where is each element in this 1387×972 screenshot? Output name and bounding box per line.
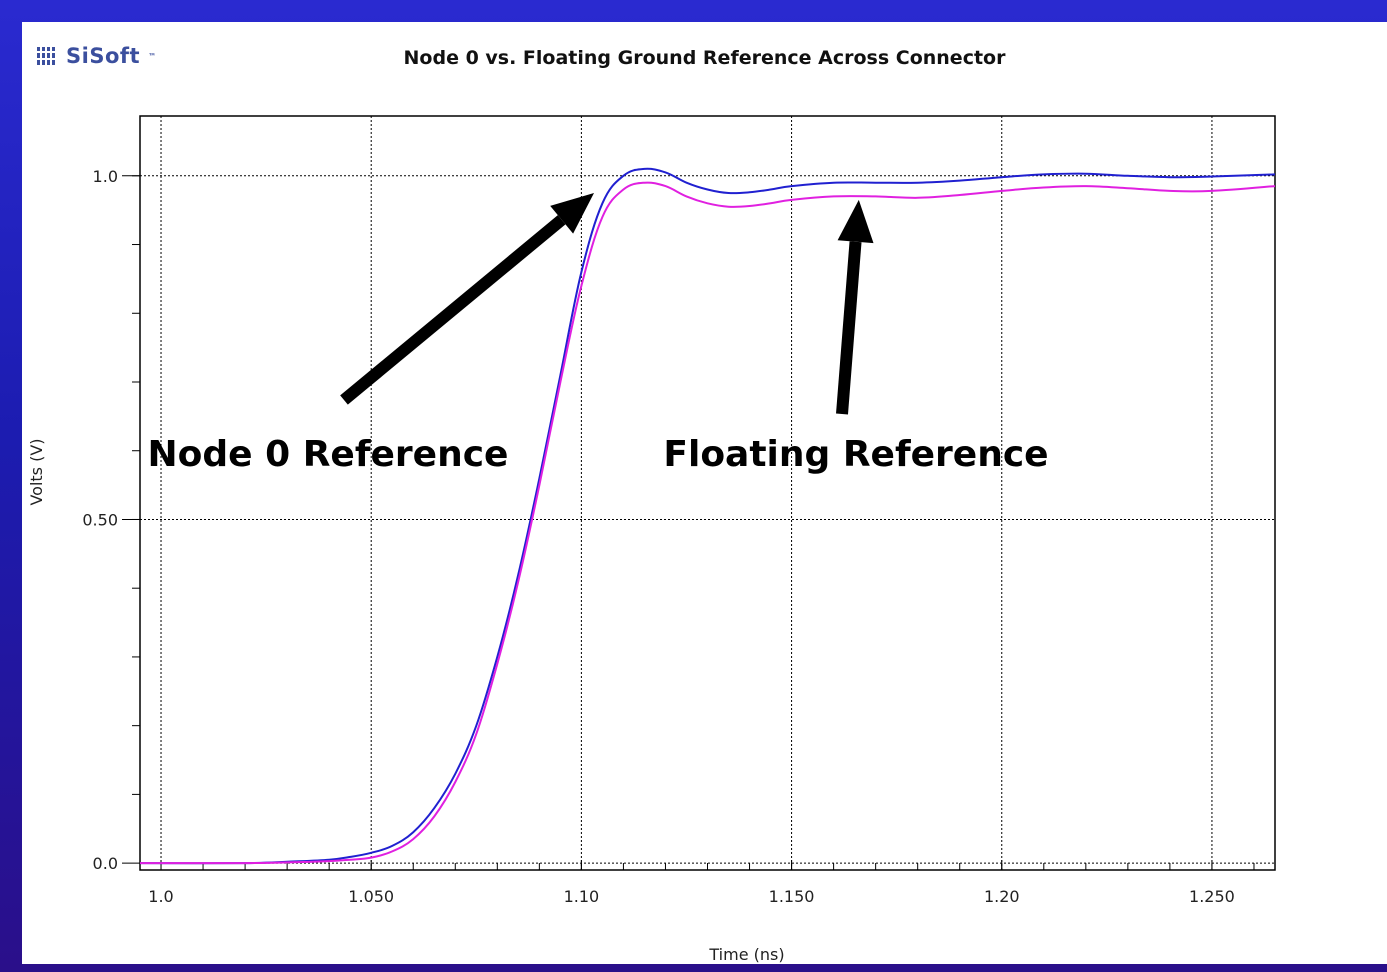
annotation-layer: Node 0 Reference Floating Reference bbox=[148, 193, 1049, 475]
logo-trademark: ™ bbox=[148, 51, 157, 61]
minor-ticks bbox=[122, 175, 1255, 870]
sisoft-logo: SiSoft ™ bbox=[36, 44, 157, 68]
annotation-arrow-shaft bbox=[340, 215, 566, 405]
annotation-label: Floating Reference bbox=[663, 434, 1048, 475]
x-axis-label: Time (ns) bbox=[708, 945, 784, 964]
logo-text: SiSoft bbox=[66, 44, 141, 68]
series-line-2 bbox=[139, 181, 1276, 865]
y-tick-label: 0.0 bbox=[93, 854, 118, 873]
x-tick-label: 1.250 bbox=[1189, 887, 1235, 906]
chart-frame: SiSoft ™ Node 0 vs. Floating Ground Refer… bbox=[22, 22, 1387, 964]
sisoft-logo-icon bbox=[36, 47, 56, 65]
annotation-arrow-head bbox=[550, 193, 594, 234]
plot-area bbox=[139, 115, 1276, 871]
line-chart: 1.0 1.050 1.10 1.150 1.20 1.250 0.0 0.50 1.0 Ti… bbox=[27, 115, 1276, 964]
x-tick-label: 1.20 bbox=[984, 887, 1020, 906]
x-tick-label: 1.10 bbox=[564, 887, 600, 906]
annotation-arrow-head bbox=[837, 199, 874, 244]
x-tick-label: 1.050 bbox=[348, 887, 394, 906]
x-tick-labels: 1.0 1.050 1.10 1.150 1.20 1.250 bbox=[148, 887, 1235, 906]
annotation-label: Node 0 Reference bbox=[148, 434, 509, 475]
annotation-arrow-shaft bbox=[836, 241, 862, 415]
y-tick-label: 1.0 bbox=[93, 167, 118, 186]
x-tick-label: 1.0 bbox=[148, 887, 173, 906]
series-line-1 bbox=[139, 167, 1276, 865]
x-tick-label: 1.150 bbox=[769, 887, 815, 906]
y-tick-labels: 0.0 0.50 1.0 bbox=[82, 167, 118, 873]
series-layer bbox=[139, 167, 1276, 865]
y-tick-label: 0.50 bbox=[82, 510, 118, 529]
chart-title: Node 0 vs. Floating Ground Reference Acr… bbox=[403, 47, 1006, 69]
y-axis-label: Volts (V) bbox=[27, 438, 46, 505]
